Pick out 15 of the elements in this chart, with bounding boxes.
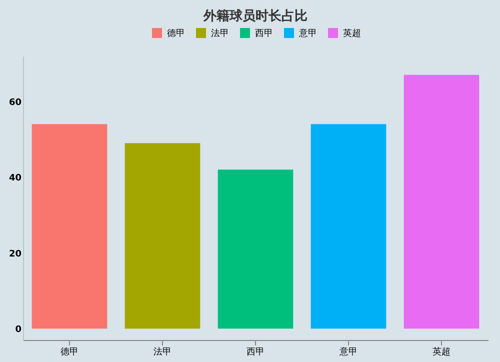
- chart-title: 外籍球员时长占比: [202, 8, 308, 24]
- x-tick-label: 西甲: [246, 348, 264, 358]
- x-tick-label: 英超: [432, 346, 450, 358]
- y-tick-label: 20: [8, 249, 22, 260]
- y-tick-label: 40: [8, 174, 22, 184]
- legend-label: 德甲: [167, 28, 185, 39]
- y-tick-label: 0: [15, 325, 22, 336]
- legend-label: 西甲: [255, 29, 273, 39]
- x-tick-label: 法甲: [154, 346, 172, 358]
- legend-label: 英超: [343, 28, 361, 39]
- x-tick-label: 意甲: [338, 346, 358, 358]
- y-tick-label: 60: [8, 98, 22, 108]
- x-tick-label: 德甲: [60, 346, 78, 358]
- legend-label: 法甲: [211, 28, 229, 39]
- legend-label: 意甲: [298, 28, 317, 39]
